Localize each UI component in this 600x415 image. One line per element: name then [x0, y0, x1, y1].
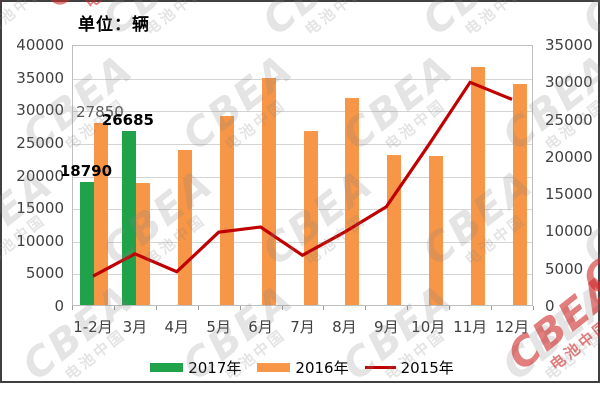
- left-axis-tick-label: 25000: [16, 133, 64, 152]
- bar-2016年-3月: [135, 182, 150, 305]
- left-axis-tick-label: 40000: [16, 36, 64, 54]
- gridline: [73, 143, 532, 145]
- gridline: [73, 78, 532, 80]
- x-axis-tick: [113, 306, 115, 310]
- gridline: [73, 209, 532, 211]
- legend-line-swatch: [364, 366, 396, 369]
- chart-legend: 2017年 2016年 2015年: [2, 357, 600, 378]
- legend-label: 2016年: [295, 359, 349, 377]
- left-axis-tick-label: 10000: [16, 231, 64, 250]
- legend-color-swatch: [150, 363, 184, 372]
- legend-label: 2015年: [400, 359, 454, 377]
- x-axis-label-12月: 12月: [494, 318, 530, 336]
- x-axis-tick: [239, 306, 241, 310]
- right-axis-tick-label: 0: [545, 297, 555, 315]
- bar-2016年-7月: [303, 130, 318, 305]
- x-axis-tick: [155, 306, 157, 310]
- chart-title: 单位：辆: [78, 15, 150, 35]
- gridline: [73, 176, 532, 178]
- x-axis-label-8月: 8月: [332, 318, 357, 336]
- bar-2016年-10月: [429, 155, 444, 305]
- right-axis-tick-label: 20000: [545, 147, 593, 166]
- plot-area: [72, 45, 533, 306]
- x-axis-tick: [533, 306, 534, 310]
- bar-2017年-1-2月: [79, 182, 94, 305]
- x-axis-label-9月: 9月: [374, 318, 399, 336]
- left-axis-tick-label: 30000: [16, 101, 64, 120]
- left-axis-tick-label: 20000: [16, 166, 64, 185]
- x-axis-label-10月: 10月: [411, 318, 446, 336]
- gridline: [73, 241, 532, 243]
- bar-2016年-12月: [513, 84, 528, 305]
- legend-color-swatch: [257, 363, 291, 372]
- right-axis-tick-label: 30000: [545, 73, 593, 92]
- right-axis-tick-label: 5000: [545, 259, 584, 278]
- x-axis-label-4月: 4月: [164, 318, 190, 336]
- x-axis-tick: [407, 306, 409, 310]
- x-axis-label-6月: 6月: [248, 318, 273, 336]
- bar-2016年-1-2月: [93, 123, 108, 305]
- x-axis-tick: [449, 306, 451, 310]
- legend-item-2015年: 2015年: [364, 357, 454, 378]
- right-axis-tick-label: 15000: [545, 185, 593, 204]
- x-axis-label-3月: 3月: [122, 318, 148, 336]
- x-axis-tick: [281, 306, 283, 310]
- line-2015: [92, 80, 513, 278]
- left-axis-tick-label: 35000: [16, 68, 64, 87]
- left-axis-tick-label: 15000: [16, 199, 64, 218]
- x-axis-label-5月: 5月: [206, 318, 231, 336]
- x-axis-label-1-2月: 1-2月: [73, 318, 113, 336]
- x-axis-label-11月: 11月: [453, 318, 488, 336]
- bar-2016年-11月: [471, 66, 486, 305]
- right-axis-tick-label: 25000: [545, 110, 593, 129]
- x-axis-tick: [491, 306, 493, 310]
- data-label-27850: 27850: [76, 103, 124, 122]
- legend-item-2016年: 2016年: [257, 357, 349, 378]
- gridline: [73, 111, 532, 113]
- right-axis-tick-label: 10000: [545, 222, 593, 241]
- data-label-26685: 26685: [101, 110, 154, 129]
- x-axis-tick: [72, 306, 73, 310]
- line-series-2015: [92, 80, 513, 278]
- right-axis-tick-label: 35000: [545, 36, 593, 54]
- chart-frame: 单位：辆 0 5000 10000 15000 20000 25000 30000 35000…: [0, 0, 600, 383]
- legend-item-2017年: 2017年: [150, 357, 241, 378]
- bar-2017年-3月: [121, 130, 136, 305]
- x-axis-tick: [197, 306, 199, 310]
- left-axis-tick-label: 0: [54, 297, 64, 315]
- x-axis-tick: [365, 306, 367, 310]
- bar-2016年-5月: [219, 116, 234, 305]
- bar-2016年-6月: [261, 77, 276, 305]
- legend-label: 2017年: [188, 359, 242, 377]
- x-axis-label-7月: 7月: [290, 318, 315, 336]
- bar-2016年-8月: [345, 97, 360, 305]
- data-label-18790: 18790: [59, 162, 113, 181]
- x-axis-tick: [323, 306, 325, 310]
- left-axis-tick-label: 5000: [25, 264, 64, 283]
- gridline: [73, 274, 532, 276]
